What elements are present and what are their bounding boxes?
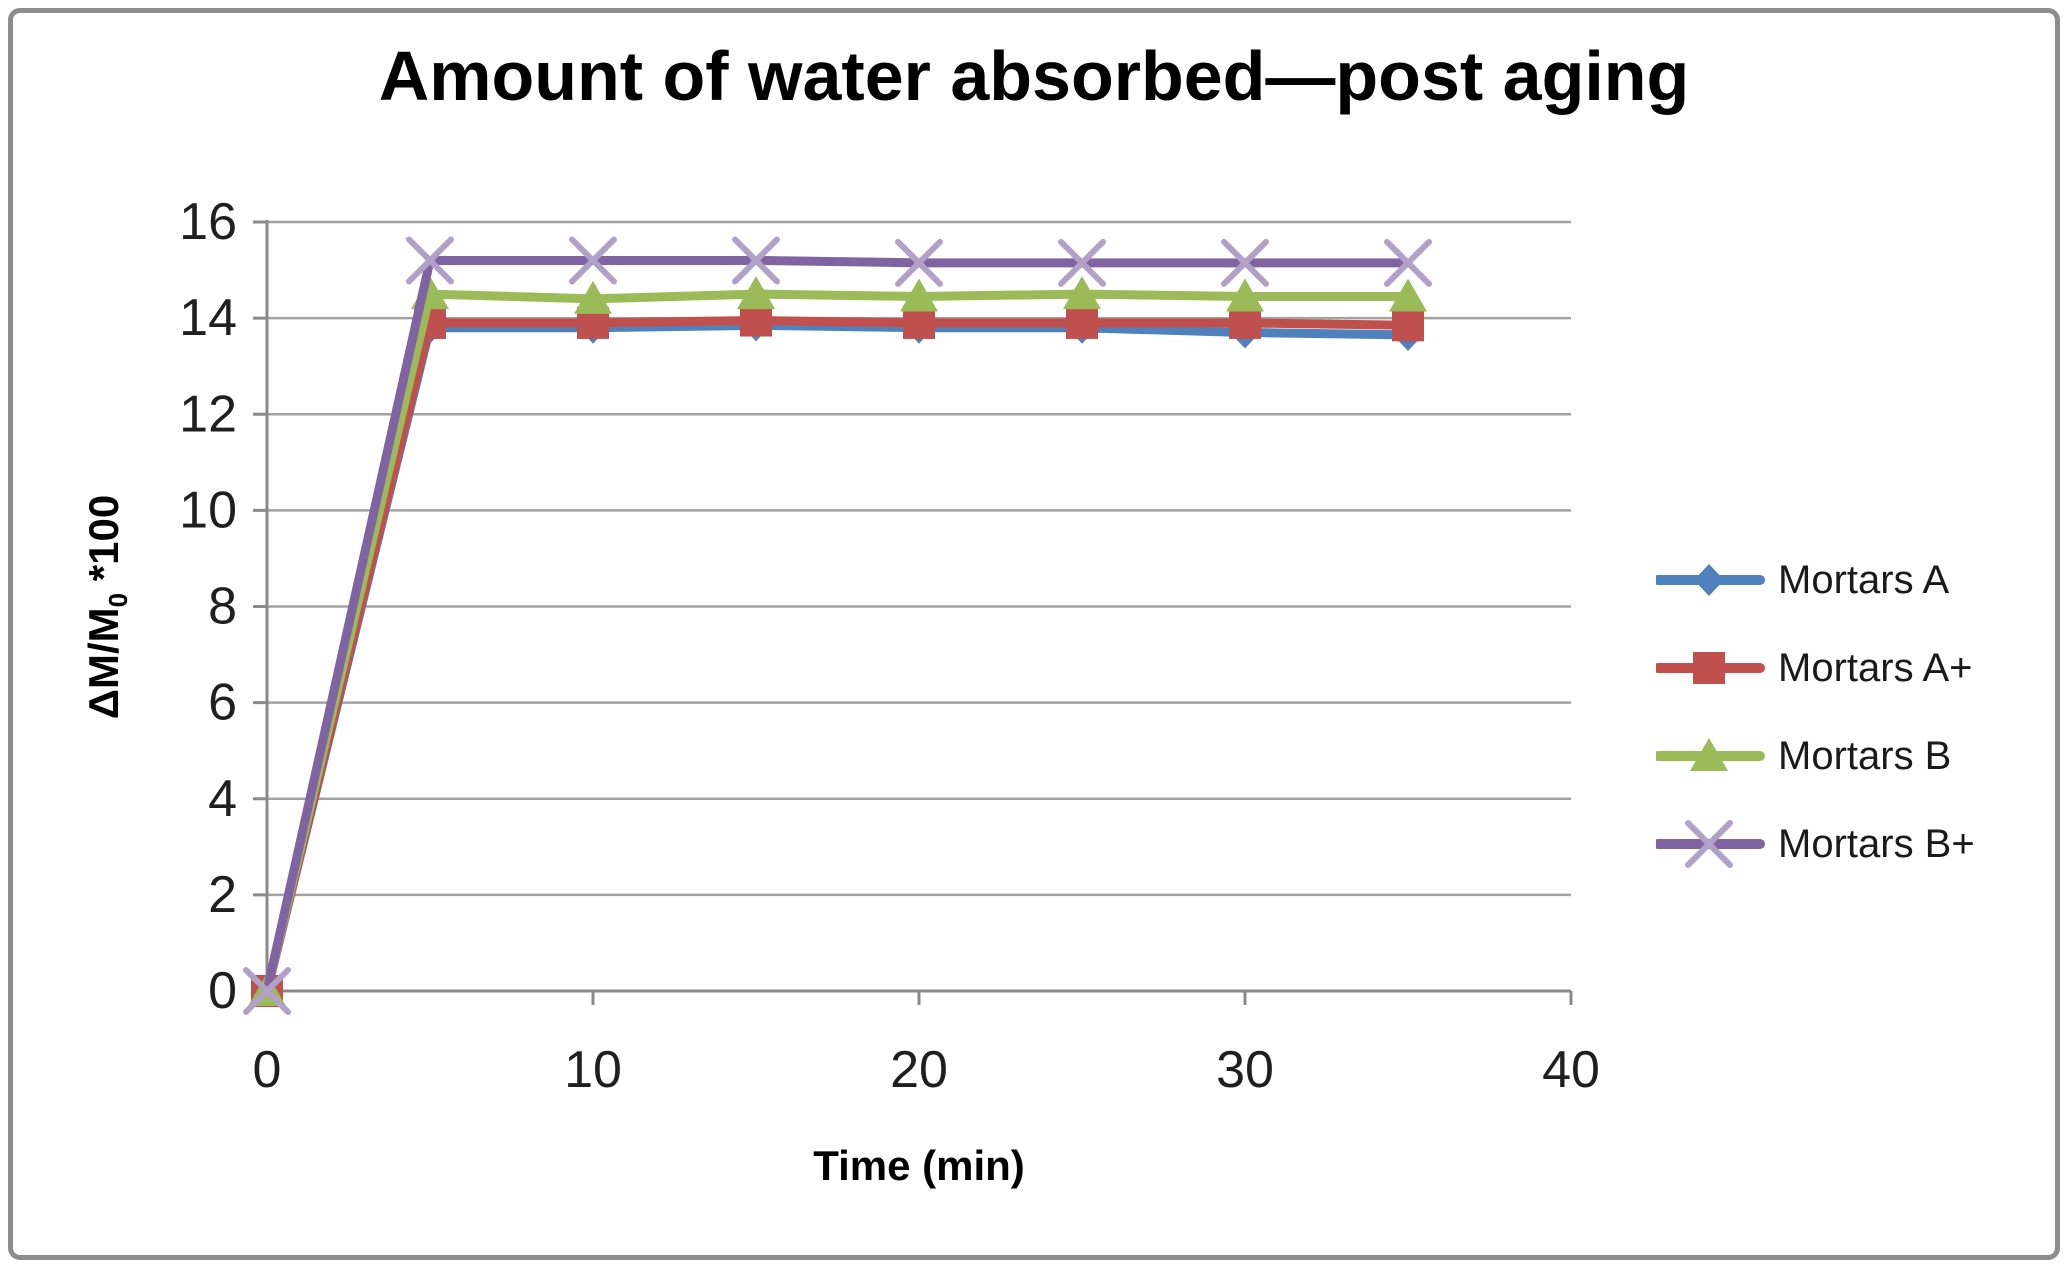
series-marker-triangle-icon bbox=[1389, 278, 1427, 312]
series-marker-triangle-icon bbox=[737, 276, 775, 310]
series-marker-square-icon bbox=[903, 306, 935, 339]
legend: Mortars A Mortars A+ Mortars B Mortars B+ bbox=[1656, 552, 1975, 904]
y-axis-title-main: ΔM/M bbox=[79, 607, 127, 720]
x-tick-label: 20 bbox=[890, 1041, 948, 1099]
series-marker-square-icon bbox=[1392, 309, 1424, 342]
y-tick-label: 14 bbox=[179, 289, 237, 347]
y-tick-label: 6 bbox=[208, 674, 237, 732]
legend-item-mortars-a: Mortars A+ bbox=[1656, 640, 1975, 696]
series-marker-x-icon bbox=[1221, 238, 1269, 287]
legend-swatch-icon bbox=[1656, 738, 1765, 771]
legend-item-mortars-b: Mortars B bbox=[1656, 728, 1975, 784]
series-marker-triangle-icon bbox=[574, 280, 612, 314]
series-marker-triangle-icon bbox=[1226, 278, 1264, 312]
y-tick-label: 4 bbox=[208, 770, 237, 828]
series-line-mortars-b bbox=[262, 255, 1408, 992]
series-marker-square-icon bbox=[1066, 306, 1098, 339]
legend-swatch-icon bbox=[1656, 820, 1765, 868]
series-line-mortars-a bbox=[262, 316, 1409, 993]
x-axis-title: Time (min) bbox=[813, 1142, 1025, 1189]
series-marker-x-icon bbox=[1685, 820, 1733, 868]
series-marker-x-icon bbox=[406, 236, 454, 285]
legend-swatch-icon bbox=[1656, 652, 1765, 684]
x-tick-label: 30 bbox=[1216, 1041, 1274, 1099]
series-marker-x-icon bbox=[732, 236, 780, 285]
series-marker-x-icon bbox=[569, 236, 617, 285]
y-tick-label: 16 bbox=[179, 193, 237, 251]
legend-label: Mortars A+ bbox=[1778, 645, 1973, 690]
chart-title: Amount of water absorbed—post aging bbox=[378, 37, 1690, 115]
y-tick-label: 10 bbox=[179, 481, 237, 539]
y-tick-label: 0 bbox=[208, 962, 237, 1020]
legend-swatch-icon bbox=[1656, 564, 1765, 596]
legend-label: Mortars B bbox=[1778, 733, 1952, 778]
legend-label: Mortars B+ bbox=[1778, 821, 1975, 866]
series-line-mortars-a bbox=[262, 320, 1409, 993]
series-marker-square-icon bbox=[1229, 306, 1261, 339]
series-marker-x-icon bbox=[243, 967, 291, 1015]
x-tick-label: 40 bbox=[1542, 1041, 1600, 1099]
x-tick-label: 10 bbox=[564, 1041, 622, 1099]
series-marker-x-icon bbox=[1058, 238, 1106, 287]
y-tick-label: 2 bbox=[208, 866, 237, 924]
series-marker-triangle-icon bbox=[900, 278, 938, 312]
y-tick-label: 12 bbox=[179, 385, 237, 443]
series-marker-x-icon bbox=[1384, 238, 1432, 287]
series-marker-square-icon bbox=[1693, 652, 1725, 684]
legend-item-mortars-b: Mortars B+ bbox=[1656, 816, 1975, 872]
y-axis-title-suffix: *100 bbox=[79, 494, 127, 593]
legend-label: Mortars A bbox=[1778, 557, 1950, 602]
series-marker-x-icon bbox=[895, 238, 943, 287]
y-tick-label: 8 bbox=[208, 578, 237, 636]
x-tick-label: 0 bbox=[253, 1041, 282, 1099]
y-axis-title-sub: 0 bbox=[103, 592, 134, 608]
y-axis-title: ΔM/M0 *100 bbox=[80, 495, 134, 719]
legend-item-mortars-a: Mortars A bbox=[1656, 552, 1975, 608]
series-line-mortars-b bbox=[262, 289, 1408, 993]
series-marker-diamond-icon bbox=[1694, 564, 1724, 596]
series-marker-triangle-icon bbox=[1063, 276, 1101, 310]
series-marker-triangle-icon bbox=[1690, 738, 1728, 771]
series-marker-square-icon bbox=[740, 304, 772, 337]
